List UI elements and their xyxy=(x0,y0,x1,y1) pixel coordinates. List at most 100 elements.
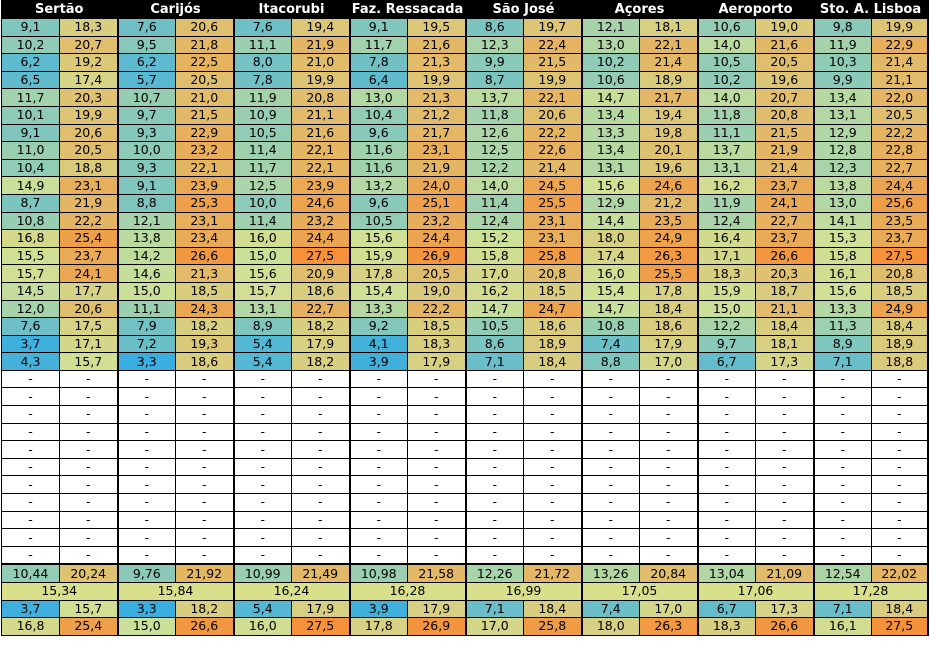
empty-cell[interactable]: - xyxy=(117,405,176,424)
empty-cell[interactable]: - xyxy=(813,457,872,477)
empty-cell[interactable]: - xyxy=(639,440,699,459)
min-temp-cell[interactable]: 12,5 xyxy=(465,141,524,160)
empty-cell[interactable]: - xyxy=(117,440,176,459)
empty-cell[interactable]: - xyxy=(697,545,756,565)
min-temp-cell[interactable]: 12,9 xyxy=(813,123,872,143)
min-temp-cell[interactable]: 7,2 xyxy=(117,334,176,354)
average-min-cell[interactable]: 13,04 xyxy=(697,563,756,584)
empty-cell[interactable]: - xyxy=(871,475,929,495)
max-temp-cell[interactable]: 21,6 xyxy=(407,35,467,55)
min-temp-cell[interactable]: 9,1 xyxy=(1,18,60,37)
empty-cell[interactable]: - xyxy=(59,369,119,389)
empty-cell[interactable]: - xyxy=(871,405,929,424)
min-temp-cell[interactable]: 15,0 xyxy=(233,246,292,266)
max-temp-cell[interactable]: 23,1 xyxy=(523,211,583,231)
empty-cell[interactable]: - xyxy=(523,405,583,424)
min-temp-cell[interactable]: 14,2 xyxy=(117,246,176,266)
max-temp-cell[interactable]: 21,7 xyxy=(639,88,699,107)
empty-cell[interactable]: - xyxy=(407,387,467,407)
min-temp-cell[interactable]: 13,1 xyxy=(581,158,640,178)
min-temp-cell[interactable]: 12,2 xyxy=(465,158,524,178)
max-of-min-cell[interactable]: 17,0 xyxy=(465,617,524,636)
min-temp-cell[interactable]: 13,7 xyxy=(697,141,756,160)
max-temp-cell[interactable]: 25,1 xyxy=(407,193,467,213)
min-temp-cell[interactable]: 10,8 xyxy=(1,211,60,231)
empty-cell[interactable]: - xyxy=(407,369,467,389)
empty-cell[interactable]: - xyxy=(697,493,756,512)
empty-cell[interactable]: - xyxy=(523,457,583,477)
max-temp-cell[interactable]: 20,5 xyxy=(407,264,467,283)
min-of-max-cell[interactable]: 18,2 xyxy=(175,599,235,619)
min-temp-cell[interactable]: 15,5 xyxy=(1,246,60,266)
max-temp-cell[interactable]: 20,8 xyxy=(755,105,815,125)
max-temp-cell[interactable]: 22,8 xyxy=(871,141,929,160)
min-temp-cell[interactable]: 13,8 xyxy=(117,229,176,248)
max-temp-cell[interactable]: 19,4 xyxy=(291,18,351,37)
max-temp-cell[interactable]: 21,5 xyxy=(175,105,235,125)
max-temp-cell[interactable]: 21,9 xyxy=(755,141,815,160)
average-max-cell[interactable]: 21,72 xyxy=(523,563,583,584)
max-temp-cell[interactable]: 21,2 xyxy=(407,105,467,125)
max-temp-cell[interactable]: 18,1 xyxy=(639,18,699,37)
min-temp-cell[interactable]: 8,0 xyxy=(233,53,292,72)
max-temp-cell[interactable]: 20,5 xyxy=(871,105,929,125)
min-temp-cell[interactable]: 11,1 xyxy=(117,299,176,319)
max-of-max-cell[interactable]: 25,8 xyxy=(523,617,583,636)
empty-cell[interactable]: - xyxy=(233,440,292,459)
max-of-max-cell[interactable]: 27,5 xyxy=(291,617,351,636)
empty-cell[interactable]: - xyxy=(349,457,408,477)
mean-cell[interactable]: 15,34 xyxy=(1,582,119,601)
min-temp-cell[interactable]: 15,8 xyxy=(813,246,872,266)
empty-cell[interactable]: - xyxy=(523,440,583,459)
max-temp-cell[interactable]: 24,9 xyxy=(639,229,699,248)
empty-cell[interactable]: - xyxy=(871,510,929,530)
min-temp-cell[interactable]: 6,7 xyxy=(697,352,756,371)
min-temp-cell[interactable]: 10,2 xyxy=(581,53,640,72)
empty-cell[interactable]: - xyxy=(117,387,176,407)
min-temp-cell[interactable]: 11,3 xyxy=(813,317,872,336)
empty-cell[interactable]: - xyxy=(871,493,929,512)
empty-cell[interactable]: - xyxy=(465,422,524,442)
empty-cell[interactable]: - xyxy=(407,405,467,424)
empty-cell[interactable]: - xyxy=(1,422,60,442)
min-temp-cell[interactable]: 11,4 xyxy=(465,193,524,213)
max-temp-cell[interactable]: 18,5 xyxy=(407,317,467,336)
min-temp-cell[interactable]: 13,8 xyxy=(813,176,872,195)
empty-cell[interactable]: - xyxy=(175,440,235,459)
min-temp-cell[interactable]: 10,5 xyxy=(349,211,408,231)
max-temp-cell[interactable]: 18,4 xyxy=(755,317,815,336)
min-temp-cell[interactable]: 9,2 xyxy=(349,317,408,336)
max-temp-cell[interactable]: 20,7 xyxy=(755,88,815,107)
min-temp-cell[interactable]: 11,8 xyxy=(697,105,756,125)
empty-cell[interactable]: - xyxy=(117,457,176,477)
max-temp-cell[interactable]: 20,7 xyxy=(59,35,119,55)
max-temp-cell[interactable]: 17,4 xyxy=(59,70,119,90)
empty-cell[interactable]: - xyxy=(291,405,351,424)
max-temp-cell[interactable]: 18,4 xyxy=(523,352,583,371)
empty-cell[interactable]: - xyxy=(291,545,351,565)
empty-cell[interactable]: - xyxy=(581,369,640,389)
min-of-min-cell[interactable]: 7,4 xyxy=(581,599,640,619)
empty-cell[interactable]: - xyxy=(59,422,119,442)
min-temp-cell[interactable]: 10,2 xyxy=(1,35,60,55)
max-temp-cell[interactable]: 22,9 xyxy=(871,35,929,55)
min-temp-cell[interactable]: 13,3 xyxy=(813,299,872,319)
empty-cell[interactable]: - xyxy=(175,528,235,547)
min-temp-cell[interactable]: 11,1 xyxy=(697,123,756,143)
max-temp-cell[interactable]: 18,2 xyxy=(175,317,235,336)
max-temp-cell[interactable]: 17,9 xyxy=(407,352,467,371)
empty-cell[interactable]: - xyxy=(59,457,119,477)
max-temp-cell[interactable]: 17,8 xyxy=(639,281,699,301)
empty-cell[interactable]: - xyxy=(59,440,119,459)
max-temp-cell[interactable]: 22,7 xyxy=(291,299,351,319)
max-temp-cell[interactable]: 22,5 xyxy=(175,53,235,72)
max-temp-cell[interactable]: 24,0 xyxy=(407,176,467,195)
min-temp-cell[interactable]: 10,6 xyxy=(581,70,640,90)
empty-cell[interactable]: - xyxy=(871,422,929,442)
empty-cell[interactable]: - xyxy=(1,405,60,424)
min-temp-cell[interactable]: 10,4 xyxy=(1,158,60,178)
min-temp-cell[interactable]: 10,0 xyxy=(233,193,292,213)
empty-cell[interactable]: - xyxy=(639,493,699,512)
max-temp-cell[interactable]: 18,7 xyxy=(755,281,815,301)
max-temp-cell[interactable]: 23,1 xyxy=(407,141,467,160)
